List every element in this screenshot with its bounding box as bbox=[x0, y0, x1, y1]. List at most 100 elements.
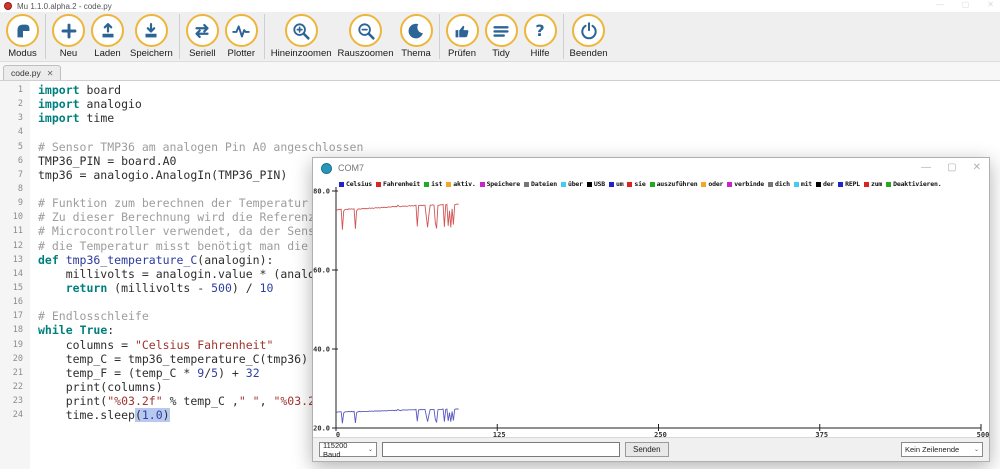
plot-area: 20.040.060.080.00125250375500 bbox=[313, 178, 989, 437]
tidy-icon bbox=[490, 20, 512, 42]
line-number: 17 bbox=[0, 311, 30, 321]
chevron-down-icon: ⌄ bbox=[364, 446, 373, 453]
plotter-minimize-icon[interactable]: — bbox=[921, 163, 931, 173]
tidy-button[interactable]: Tidy bbox=[482, 14, 521, 59]
theme-button[interactable]: Thema bbox=[397, 14, 436, 59]
load-button[interactable]: Laden bbox=[88, 14, 127, 59]
legend-swatch-icon bbox=[727, 182, 732, 187]
plotter-maximize-icon[interactable]: ▢ bbox=[947, 163, 956, 173]
line-number: 3 bbox=[0, 113, 30, 123]
line-number: 9 bbox=[0, 198, 30, 208]
help-button[interactable]: ? Hilfe bbox=[521, 14, 560, 59]
line-number: 14 bbox=[0, 269, 30, 279]
zoom-out-icon bbox=[355, 20, 377, 42]
legend-item: mit bbox=[794, 180, 812, 188]
svg-text:40.0: 40.0 bbox=[313, 346, 330, 354]
toolbar-separator bbox=[179, 14, 180, 59]
save-icon bbox=[140, 20, 162, 42]
legend-swatch-icon bbox=[376, 182, 381, 187]
code-line: 4 bbox=[0, 125, 1000, 139]
check-button[interactable]: Prüfen bbox=[443, 14, 482, 59]
legend-item: dich bbox=[768, 180, 790, 188]
legend-item: der bbox=[816, 180, 834, 188]
send-button[interactable]: Senden bbox=[625, 442, 669, 457]
tab-bar: code.py ✕ bbox=[0, 62, 1000, 81]
line-number: 21 bbox=[0, 368, 30, 378]
serial-button[interactable]: Seriell bbox=[183, 14, 222, 59]
legend-swatch-icon bbox=[339, 182, 344, 187]
tab-close-icon[interactable]: ✕ bbox=[47, 69, 54, 78]
line-ending-select[interactable]: Kein Zeilenende ⌄ bbox=[901, 442, 983, 457]
load-icon bbox=[97, 20, 119, 42]
line-number: 18 bbox=[0, 325, 30, 335]
mode-button[interactable]: Modus bbox=[3, 14, 42, 59]
chevron-down-icon: ⌄ bbox=[970, 446, 979, 453]
toolbar-separator bbox=[563, 14, 564, 59]
toolbar-separator bbox=[45, 14, 46, 59]
legend-swatch-icon bbox=[480, 182, 485, 187]
code-line: 1import board bbox=[0, 83, 1000, 97]
plotter-close-icon[interactable]: ✕ bbox=[973, 163, 981, 173]
legend-swatch-icon bbox=[627, 182, 632, 187]
legend-item: REPL bbox=[838, 180, 860, 188]
app-title: Mu 1.1.0.alpha.2 - code.py bbox=[17, 2, 112, 11]
legend-swatch-icon bbox=[864, 182, 869, 187]
tab-label: code.py bbox=[11, 68, 41, 78]
code-line: 3import time bbox=[0, 111, 1000, 125]
legend-swatch-icon bbox=[794, 182, 799, 187]
legend-swatch-icon bbox=[524, 182, 529, 187]
legend-item: Dateien bbox=[524, 180, 557, 188]
line-number: 15 bbox=[0, 283, 30, 293]
legend-swatch-icon bbox=[561, 182, 566, 187]
zoom-in-button[interactable]: Hineinzoomen bbox=[268, 14, 335, 59]
quit-button[interactable]: Beenden bbox=[567, 14, 611, 59]
save-button[interactable]: Speichern bbox=[127, 14, 176, 59]
legend-swatch-icon bbox=[768, 182, 773, 187]
plotter-titlebar: COM7 — ▢ ✕ bbox=[313, 158, 989, 178]
legend-item: Fahrenheit bbox=[376, 180, 420, 188]
series-fahrenheit bbox=[336, 204, 459, 230]
legend-item: oder bbox=[701, 180, 723, 188]
line-number: 24 bbox=[0, 410, 30, 420]
svg-text:80.0: 80.0 bbox=[313, 188, 330, 196]
legend-swatch-icon bbox=[609, 182, 614, 187]
serial-send-input[interactable] bbox=[382, 442, 620, 457]
line-number: 4 bbox=[0, 127, 30, 137]
toolbar-separator bbox=[264, 14, 265, 59]
line-number: 19 bbox=[0, 340, 30, 350]
new-icon bbox=[58, 20, 80, 42]
line-number: 5 bbox=[0, 142, 30, 152]
legend-item: ist bbox=[424, 180, 442, 188]
zoom-in-icon bbox=[290, 20, 312, 42]
legend-swatch-icon bbox=[587, 182, 592, 187]
series-celsius bbox=[336, 409, 459, 423]
svg-text:20.0: 20.0 bbox=[313, 425, 330, 433]
legend-swatch-icon bbox=[838, 182, 843, 187]
code-line: 5# Sensor TMP36 am analogen Pin A0 anges… bbox=[0, 140, 1000, 154]
plot-legend: CelsiusFahrenheitistaktiv.SpeichereDatei… bbox=[339, 180, 981, 188]
serial-icon bbox=[191, 20, 213, 42]
legend-item: Celsius bbox=[339, 180, 372, 188]
legend-swatch-icon bbox=[650, 182, 655, 187]
tab-code-py[interactable]: code.py ✕ bbox=[3, 65, 61, 80]
minimize-icon[interactable]: — bbox=[936, 0, 944, 9]
baud-rate-select[interactable]: 115200 Baud ⌄ bbox=[319, 442, 377, 457]
maximize-icon[interactable]: ▢ bbox=[962, 0, 970, 9]
legend-item: über bbox=[561, 180, 583, 188]
plotter-button[interactable]: Plotter bbox=[222, 14, 261, 59]
toolbar: Modus Neu Laden Speichern Seriell Plotte… bbox=[0, 12, 1000, 62]
new-button[interactable]: Neu bbox=[49, 14, 88, 59]
legend-swatch-icon bbox=[701, 182, 706, 187]
code-line: 2import analogio bbox=[0, 97, 1000, 111]
zoom-out-button[interactable]: Rauszoomen bbox=[335, 14, 397, 59]
thumbs-up-icon bbox=[451, 20, 473, 42]
plotter-icon bbox=[230, 20, 252, 42]
legend-swatch-icon bbox=[424, 182, 429, 187]
legend-item: Speichere bbox=[480, 180, 520, 188]
line-number: 23 bbox=[0, 396, 30, 406]
legend-item: verbinde bbox=[727, 180, 764, 188]
line-number: 13 bbox=[0, 255, 30, 265]
line-number: 1 bbox=[0, 85, 30, 95]
com-port-icon bbox=[321, 163, 332, 174]
close-icon[interactable]: ✕ bbox=[987, 0, 994, 9]
